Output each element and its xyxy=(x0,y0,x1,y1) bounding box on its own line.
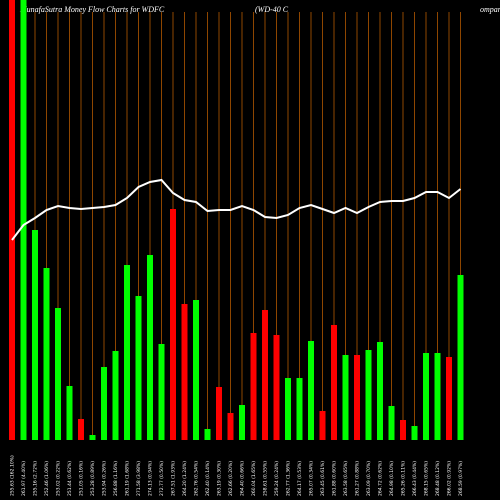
bar xyxy=(101,367,107,440)
bar xyxy=(319,411,326,440)
x-tick-label: 263.19 (0.30%) xyxy=(217,461,223,496)
bar xyxy=(193,300,199,440)
bar xyxy=(285,378,291,440)
bar xyxy=(308,341,314,440)
x-tick-label: 265.26 (0.11%) xyxy=(401,461,407,496)
price-line xyxy=(11,178,462,241)
bar xyxy=(250,333,257,440)
x-tick-label: 251.05 (0.16%) xyxy=(79,461,85,496)
x-tick-label: 261.19 (1.68%) xyxy=(125,461,131,496)
bar xyxy=(216,387,222,440)
bar xyxy=(400,420,406,440)
bar xyxy=(170,209,176,440)
bar xyxy=(66,386,73,440)
x-tick-label: 261.97 (4.40%) xyxy=(21,461,27,496)
bar xyxy=(124,265,130,440)
x-tick-label: 253.94 (0.26%) xyxy=(102,461,108,496)
x-tick-label: 255.63 (162.10%) xyxy=(10,455,16,496)
x-tick-label: 262.76 (0.54%) xyxy=(194,461,200,496)
bar xyxy=(112,351,119,440)
x-tick-label: 263.58 (0.65%) xyxy=(343,461,349,496)
bar xyxy=(377,342,383,440)
x-tick-label: 267.51 (1.93%) xyxy=(171,461,177,496)
x-tick-label: 256.88 (1.16%) xyxy=(113,461,119,496)
bar xyxy=(78,419,84,440)
x-tick-label: 264.40 (0.66%) xyxy=(240,461,246,496)
x-tick-label: 262.40 (0.14%) xyxy=(205,461,211,496)
bar xyxy=(43,268,50,440)
bar xyxy=(365,350,372,440)
bar xyxy=(331,325,337,440)
x-tick-label: 263.45 (0.61%) xyxy=(320,461,326,496)
x-tick-label: 272.77 (0.50%) xyxy=(159,461,165,496)
bar xyxy=(262,310,268,440)
x-tick-label: 266.02 (0.92%) xyxy=(447,461,453,496)
x-tick-label: 262.77 (1.36%) xyxy=(286,461,292,496)
x-tick-label: 253.02 (0.22%) xyxy=(56,461,62,496)
bar xyxy=(158,344,165,440)
x-tick-label: 258.61 (0.55%) xyxy=(263,461,269,496)
x-tick-label: 264.20 (1.24%) xyxy=(182,461,188,496)
bar xyxy=(388,406,395,440)
bar xyxy=(204,429,211,440)
chart-title: MunafaSutra Money Flow Charts for WDFC xyxy=(19,5,165,14)
bar xyxy=(446,357,452,440)
x-tick-label: 264.72 (0.62%) xyxy=(378,461,384,496)
bar xyxy=(89,435,96,440)
chart-subtitle: ompany) xyxy=(480,5,500,14)
x-tick-label: 261.88 (0.60%) xyxy=(332,461,338,496)
x-tick-label: 255.16 (2.72%) xyxy=(33,461,39,496)
bar xyxy=(342,355,349,440)
bar xyxy=(411,426,418,440)
x-tick-label: 268.15 (0.65%) xyxy=(424,461,430,496)
x-tick-label: 261.27 (0.88%) xyxy=(355,461,361,496)
x-tick-label: 253.28 (0.89%) xyxy=(90,461,96,496)
bar xyxy=(9,0,15,440)
bar xyxy=(147,255,153,440)
bar xyxy=(135,296,142,440)
x-tick-label: 260.04 (1.65%) xyxy=(251,461,257,496)
bar xyxy=(20,0,27,440)
bar xyxy=(181,304,188,440)
x-tick-label: 264.98 (0.10%) xyxy=(389,461,395,496)
x-tick-label: 268.48 (0.12%) xyxy=(435,461,441,496)
bar xyxy=(457,275,464,440)
bar xyxy=(239,405,245,440)
bar xyxy=(273,335,280,440)
x-tick-label: 264.17 (0.53%) xyxy=(297,461,303,496)
x-tick-label: 271.58 (3.98%) xyxy=(136,461,142,496)
x-tick-label: 263.09 (0.70%) xyxy=(366,461,372,496)
bar xyxy=(354,355,360,440)
x-tick-label: 266.43 (0.44%) xyxy=(412,461,418,496)
bar xyxy=(227,413,234,440)
x-tick-label: 251.44 (0.62%) xyxy=(67,461,73,496)
bar xyxy=(296,378,303,440)
x-tick-label: 262.66 (0.20%) xyxy=(228,461,234,496)
bar xyxy=(32,230,38,440)
bar xyxy=(55,308,61,440)
x-tick-label: 268.59 (0.97%) xyxy=(458,461,464,496)
x-tick-label: 265.07 (0.34%) xyxy=(309,461,315,496)
x-tick-label: 274.13 (0.94%) xyxy=(148,461,154,496)
x-tick-label: 259.24 (0.24%) xyxy=(274,461,280,496)
x-tick-label: 252.46 (1.06%) xyxy=(44,461,50,496)
bar xyxy=(434,353,441,440)
chart-subtitle: (WD-40 C xyxy=(255,5,289,14)
bar xyxy=(423,353,429,440)
